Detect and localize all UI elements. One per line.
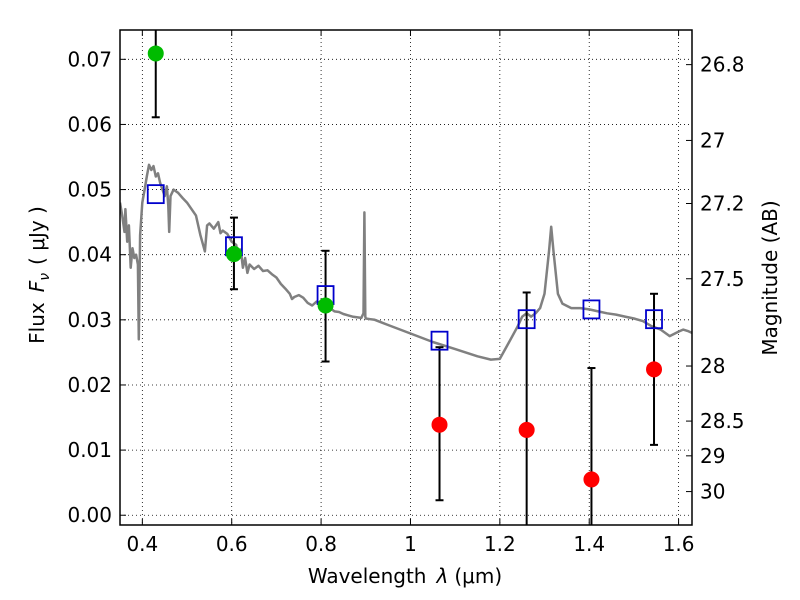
magnitude-tick-label: 28.5 — [700, 409, 745, 433]
detection-point — [147, 45, 164, 62]
upper-limit-point — [646, 361, 663, 378]
magnitude-tick-label: 27.2 — [700, 191, 745, 215]
x-tick-label: 1.6 — [663, 532, 695, 556]
magnitude-tick-label: 29 — [700, 444, 725, 468]
y-tick-label: 0.01 — [67, 438, 112, 462]
model-photometry-square — [430, 330, 449, 351]
x-tick-label: 1.4 — [573, 532, 605, 556]
y-tick-label: 0.02 — [67, 373, 112, 397]
clipped-series — [120, 30, 692, 525]
y-tick-label: 0.04 — [67, 243, 112, 267]
x-tick-label: 0.4 — [126, 532, 158, 556]
sed-template-line — [120, 163, 692, 361]
magnitude-tick-label: 30 — [700, 480, 725, 504]
x-tick-label: 0.8 — [305, 532, 337, 556]
y-tick-label: 0.03 — [67, 308, 112, 332]
data-series — [120, 30, 692, 525]
model-photometry-square — [146, 184, 165, 205]
magnitude-tick-label: 28 — [700, 354, 725, 378]
magnitude-tick-label: 27.5 — [700, 267, 745, 291]
grid-lines — [120, 30, 692, 525]
model-photometry-square — [517, 309, 536, 330]
upper-limit-point — [431, 416, 448, 433]
x-tick-label: 1 — [404, 532, 417, 556]
y-tick-label: 0.07 — [67, 47, 112, 71]
upper-limit-point — [583, 471, 600, 488]
y-axis-label: FluxFν( μJy ) — [25, 206, 53, 344]
upper-limit-point — [518, 421, 535, 438]
model-photometry-square — [582, 299, 601, 320]
magnitude-axis-label: Magnitude (AB) — [758, 200, 782, 355]
plot-frame — [119, 29, 693, 526]
magnitude-tick-label: 26.8 — [700, 53, 745, 77]
y-tick-label: 0.00 — [67, 503, 112, 527]
x-tick-label: 0.6 — [216, 532, 248, 556]
model-photometry-square — [645, 309, 663, 330]
x-tick-label: 1.2 — [484, 532, 516, 556]
y-tick-label: 0.05 — [67, 178, 112, 202]
magnitude-tick-label: 27 — [700, 128, 725, 152]
axis-ticks: 0.4 0.6 0.8 1 1.2 1.4 1.6 0.00 0.01 0.02 0.03 0.04 0… — [67, 30, 745, 556]
x-axis-label: Wavelength λ (μm) — [308, 564, 502, 588]
detection-point — [225, 246, 242, 263]
y-tick-label: 0.06 — [67, 112, 112, 136]
detection-point — [317, 297, 334, 314]
